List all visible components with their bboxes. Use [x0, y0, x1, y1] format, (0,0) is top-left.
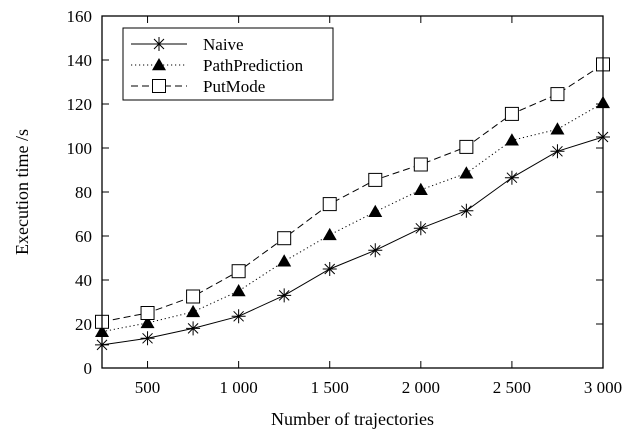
series-pathprediction [95, 95, 610, 337]
data-point [152, 58, 166, 71]
data-point [504, 106, 519, 121]
legend-entry-pathprediction: PathPrediction [131, 56, 304, 75]
legend-label: PathPrediction [203, 56, 304, 75]
data-point [504, 170, 519, 185]
y-tick-label: 160 [67, 7, 93, 26]
data-point [231, 284, 246, 297]
data-point [368, 243, 383, 258]
y-axis-title: Execution time /s [12, 129, 32, 255]
data-point [186, 304, 201, 318]
data-point [231, 264, 246, 279]
y-tick-label: 20 [75, 315, 92, 334]
legend: Naive PathPrediction PutMode [122, 27, 334, 101]
x-tick-label: 500 [135, 378, 161, 397]
series-line [101, 102, 604, 333]
series-putmode [95, 57, 610, 329]
ticks-layer: 0 20 40 60 80 100 120 140 160 500 1 000 1 500 2 000 2… [67, 7, 622, 397]
plot-frame [101, 15, 604, 369]
data-point [459, 166, 474, 179]
data-point [368, 172, 383, 187]
x-tick-label: 2 000 [402, 378, 440, 397]
data-point [277, 288, 292, 303]
x-tick-label: 3 000 [584, 378, 622, 397]
data-point [413, 182, 428, 196]
data-point [322, 227, 337, 241]
x-tick-label: 1 500 [311, 378, 349, 397]
data-point [140, 315, 155, 329]
y-tick-label: 60 [75, 227, 92, 246]
data-point [550, 122, 565, 135]
legend-entry-naive: Naive [131, 35, 244, 54]
data-point [231, 309, 246, 324]
data-point [459, 203, 474, 218]
y-tick-label: 120 [67, 95, 93, 114]
data-point [140, 331, 155, 346]
y-tick-label: 40 [75, 271, 92, 290]
legend-label: Naive [203, 35, 244, 54]
legend-entry-putmode: PutMode [131, 77, 265, 96]
data-point [140, 306, 155, 320]
data-point [550, 144, 565, 159]
x-axis-title: Number of trajectories [271, 409, 434, 429]
y-tick-label: 0 [84, 359, 93, 378]
series-naive [95, 130, 610, 352]
series-line [101, 136, 604, 346]
legend-label: PutMode [203, 77, 265, 96]
data-point [413, 157, 428, 172]
data-point [322, 262, 337, 276]
data-point [322, 197, 337, 212]
data-point [277, 231, 292, 246]
data-point [413, 221, 428, 236]
series-layer [95, 57, 610, 352]
data-point [186, 321, 201, 336]
y-tick-label: 100 [67, 139, 93, 158]
data-point [186, 289, 201, 304]
y-tick-label: 140 [67, 51, 93, 70]
y-tick-label: 80 [75, 183, 92, 202]
data-point [152, 37, 166, 51]
data-point [277, 254, 292, 267]
data-point [368, 204, 383, 218]
x-tick-label: 1 000 [220, 378, 258, 397]
data-point [550, 87, 565, 102]
series-line [101, 63, 604, 323]
data-point [459, 139, 474, 154]
data-point [504, 133, 519, 146]
data-point [152, 79, 166, 93]
x-tick-label: 2 500 [493, 378, 531, 397]
